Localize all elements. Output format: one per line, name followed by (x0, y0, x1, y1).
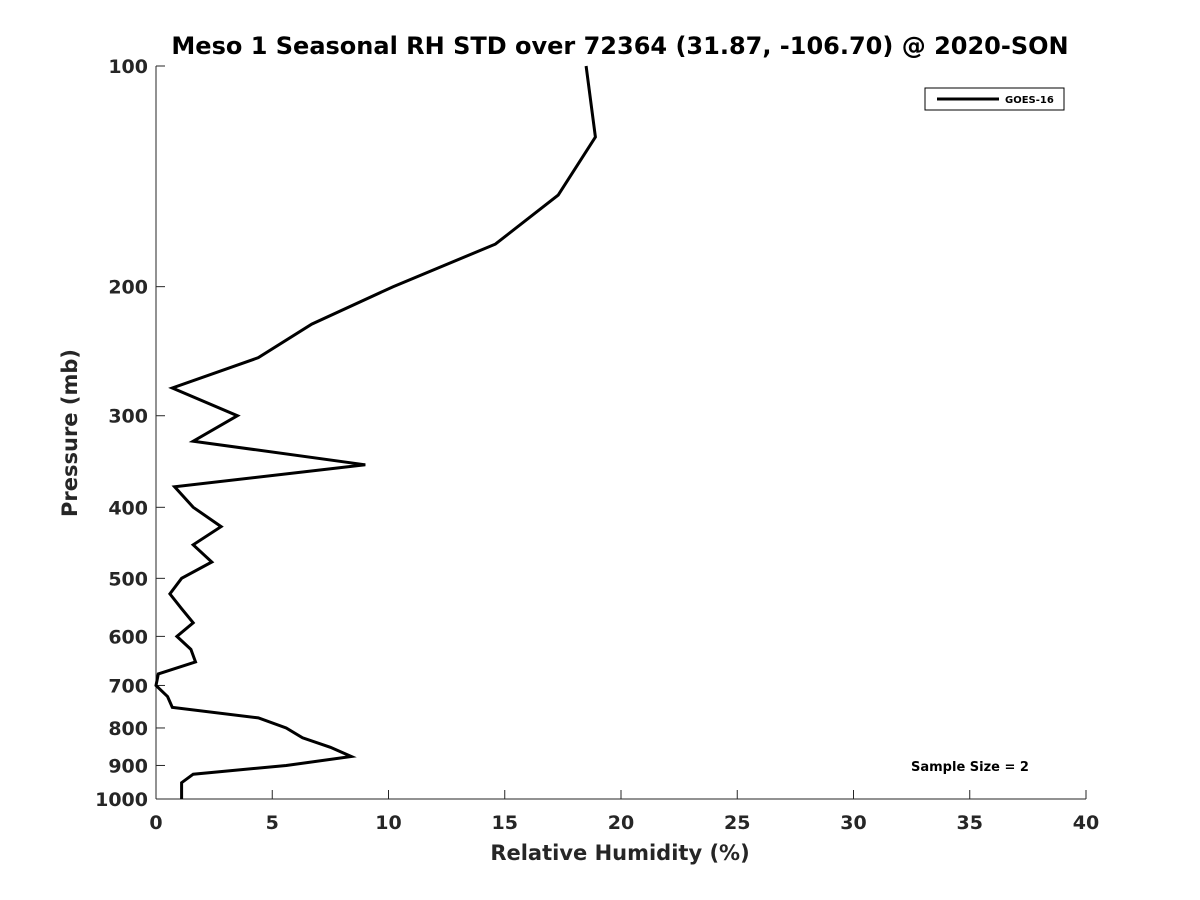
x-tick-label: 5 (266, 812, 279, 834)
y-tick-label: 400 (108, 497, 148, 519)
y-tick-label: 800 (108, 718, 148, 740)
axes (155, 66, 1086, 800)
y-tick-label: 300 (108, 406, 148, 428)
chart-title: Meso 1 Seasonal RH STD over 72364 (31.87… (171, 32, 1068, 60)
legend: GOES-16 (924, 87, 1065, 111)
x-tick-label: 0 (149, 812, 162, 834)
y-tick-label: 500 (108, 568, 148, 590)
x-tick-label: 30 (840, 812, 866, 834)
x-tick-label: 25 (724, 812, 750, 834)
x-tick-label: 20 (608, 812, 634, 834)
series-line-goes-16 (154, 65, 597, 799)
y-tick-label: 100 (108, 56, 148, 78)
series-lines (154, 65, 597, 799)
legend-label-goes-16: GOES-16 (1005, 95, 1054, 106)
y-tick-label: 1000 (95, 789, 148, 811)
y-tick-label: 200 (108, 277, 148, 299)
x-tick-label: 15 (492, 812, 518, 834)
y-axis-label: Pressure (mb) (58, 349, 82, 517)
x-tick-label: 35 (957, 812, 983, 834)
x-axis-label: Relative Humidity (%) (490, 841, 749, 865)
x-tick-label: 10 (375, 812, 401, 834)
x-tick-label: 40 (1073, 812, 1099, 834)
sample-size-annotation: Sample Size = 2 (911, 760, 1029, 775)
tick-labels: 0 5 10 15 20 25 30 35 40 100 200 300 400 500 600 700 800… (95, 56, 1099, 834)
y-tick-label: 900 (108, 755, 148, 777)
y-tick-label: 700 (108, 675, 148, 697)
y-tick-label: 600 (108, 626, 148, 648)
tick-marks (155, 65, 1087, 800)
